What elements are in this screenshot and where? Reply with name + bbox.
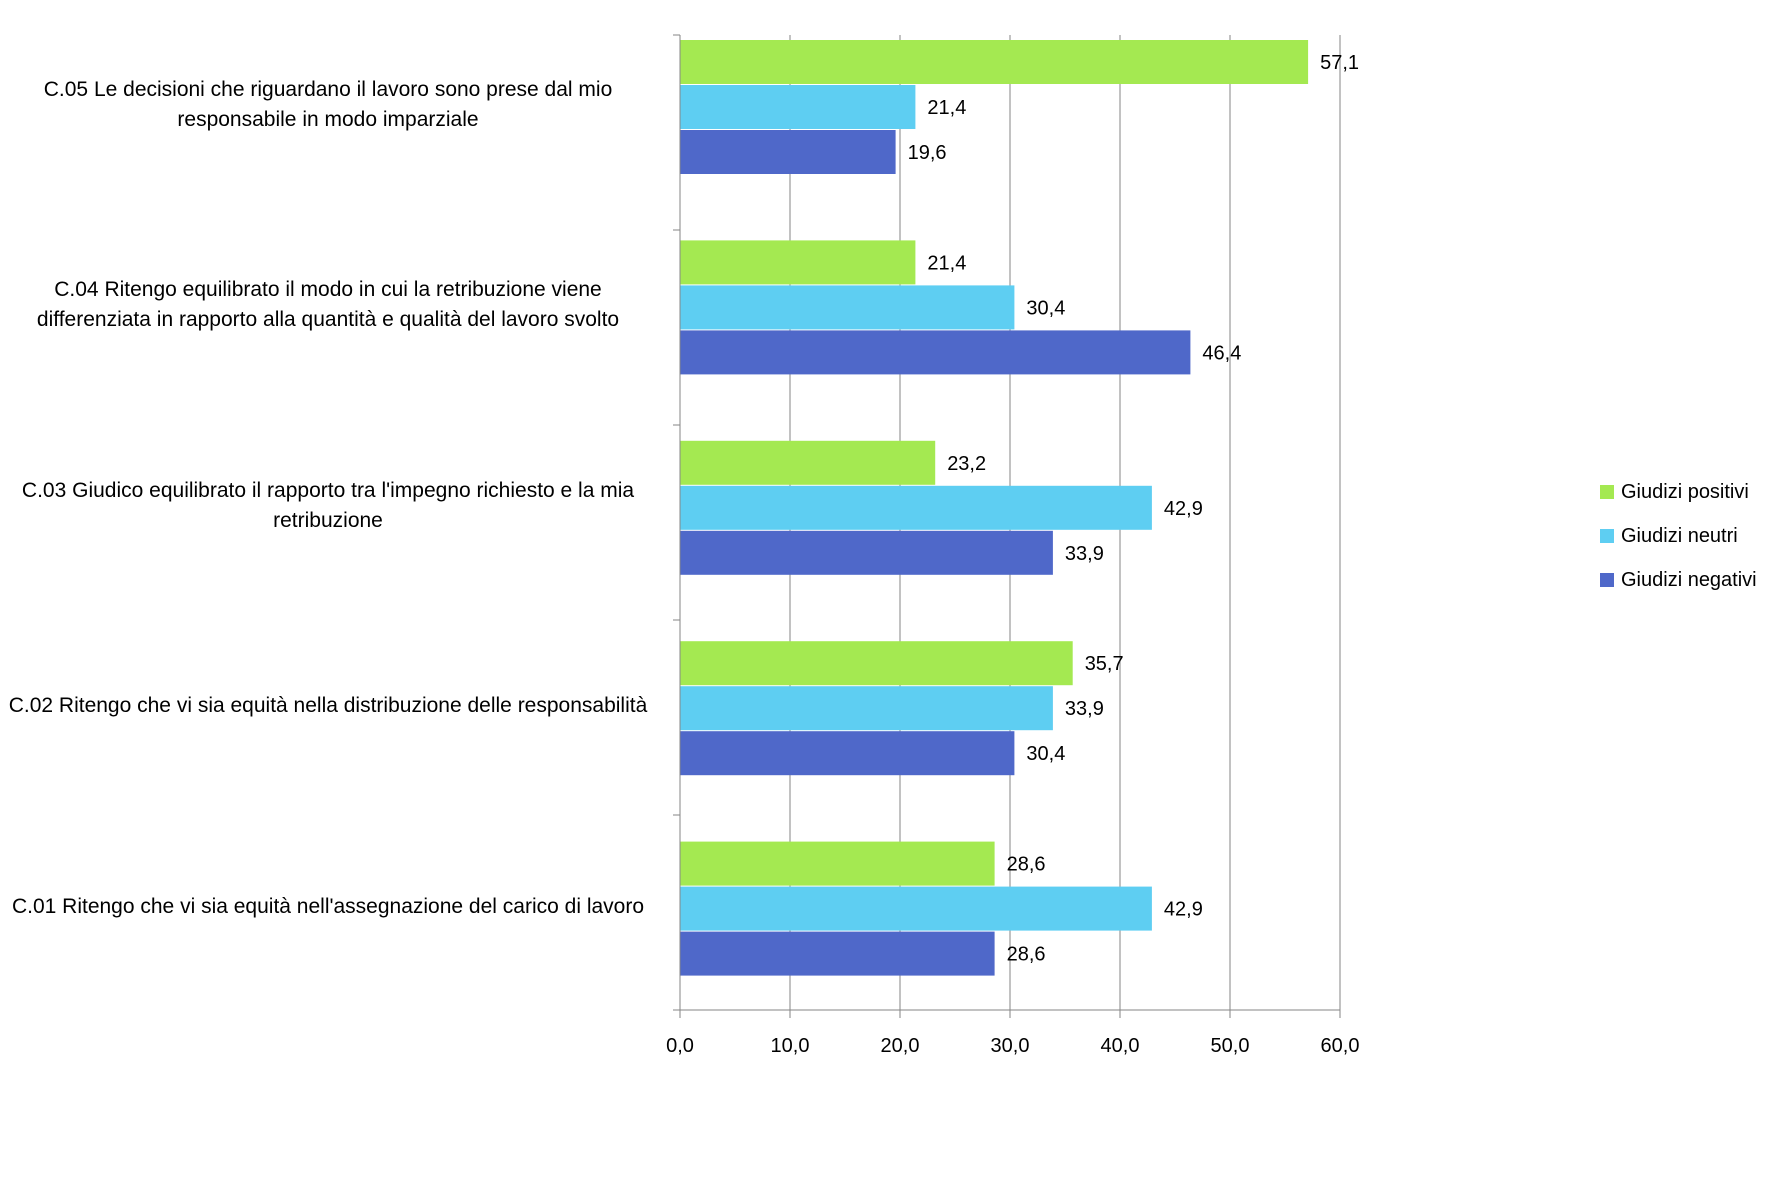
data-label: 57,1 bbox=[1320, 52, 1359, 74]
data-label: 42,9 bbox=[1164, 899, 1203, 921]
x-tick-label: 20,0 bbox=[881, 1035, 920, 1057]
category-label: C.04 Ritengo equilibrato il modo in cui … bbox=[36, 278, 620, 332]
data-label: 35,7 bbox=[1085, 653, 1124, 675]
legend-label: Giudizi positivi bbox=[1621, 480, 1749, 503]
bar bbox=[680, 240, 916, 285]
category-label: C.02 Ritengo che vi sia equità nella dis… bbox=[8, 694, 648, 718]
bar bbox=[680, 40, 1309, 84]
legend-item: Giudizi negativi bbox=[1600, 558, 1757, 602]
x-tick-label: 60,0 bbox=[1321, 1035, 1360, 1057]
legend-swatch bbox=[1600, 485, 1614, 499]
bar bbox=[680, 85, 916, 129]
bar bbox=[680, 886, 1152, 931]
bar bbox=[680, 485, 1152, 530]
data-label: 42,9 bbox=[1164, 498, 1203, 520]
category-label: C.01 Ritengo che vi sia equità nell'asse… bbox=[11, 894, 645, 918]
legend-swatch bbox=[1600, 573, 1614, 587]
legend: Giudizi positivi Giudizi neutri Giudizi … bbox=[1600, 470, 1757, 602]
data-label: 46,4 bbox=[1202, 342, 1241, 364]
x-tick-label: 40,0 bbox=[1101, 1035, 1140, 1057]
category-label: C.03 Giudico equilibrato il rapporto tra… bbox=[21, 478, 635, 532]
bars bbox=[680, 40, 1309, 976]
bar bbox=[680, 440, 936, 485]
legend-swatch bbox=[1600, 529, 1614, 543]
data-label: 21,4 bbox=[927, 252, 966, 274]
legend-item: Giudizi positivi bbox=[1600, 470, 1757, 514]
x-tick-labels: 0,0 10,0 20,0 30,0 40,0 50,0 60,0 bbox=[666, 1035, 1359, 1057]
bar bbox=[680, 330, 1191, 375]
legend-label: Giudizi neutri bbox=[1621, 524, 1738, 547]
data-label: 33,9 bbox=[1065, 543, 1104, 565]
x-tick-label: 0,0 bbox=[666, 1035, 694, 1057]
bar bbox=[680, 931, 995, 976]
bar bbox=[680, 686, 1053, 731]
data-label: 19,6 bbox=[908, 142, 947, 164]
value-labels: 57,1 21,4 19,6 21,4 30,4 46,4 23,2 42,9 33,9 35,7… bbox=[908, 52, 1359, 966]
bar bbox=[680, 530, 1053, 575]
bar bbox=[680, 285, 1015, 330]
axes bbox=[673, 34, 1341, 1018]
data-label: 21,4 bbox=[927, 97, 966, 119]
bar bbox=[680, 731, 1015, 776]
x-tick-label: 30,0 bbox=[991, 1035, 1030, 1057]
category-label: C.05 Le decisioni che riguardano il lavo… bbox=[43, 78, 613, 131]
data-label: 28,6 bbox=[1007, 854, 1046, 876]
x-tick-label: 50,0 bbox=[1211, 1035, 1250, 1057]
bar bbox=[680, 641, 1073, 686]
legend-label: Giudizi negativi bbox=[1621, 568, 1757, 591]
bar bbox=[680, 841, 995, 886]
data-label: 23,2 bbox=[947, 453, 986, 475]
data-label: 30,4 bbox=[1026, 297, 1065, 319]
x-tick-label: 10,0 bbox=[771, 1035, 810, 1057]
bar bbox=[680, 130, 896, 174]
data-label: 28,6 bbox=[1007, 944, 1046, 966]
data-label: 33,9 bbox=[1065, 698, 1104, 720]
legend-item: Giudizi neutri bbox=[1600, 514, 1757, 558]
data-label: 30,4 bbox=[1026, 743, 1065, 765]
